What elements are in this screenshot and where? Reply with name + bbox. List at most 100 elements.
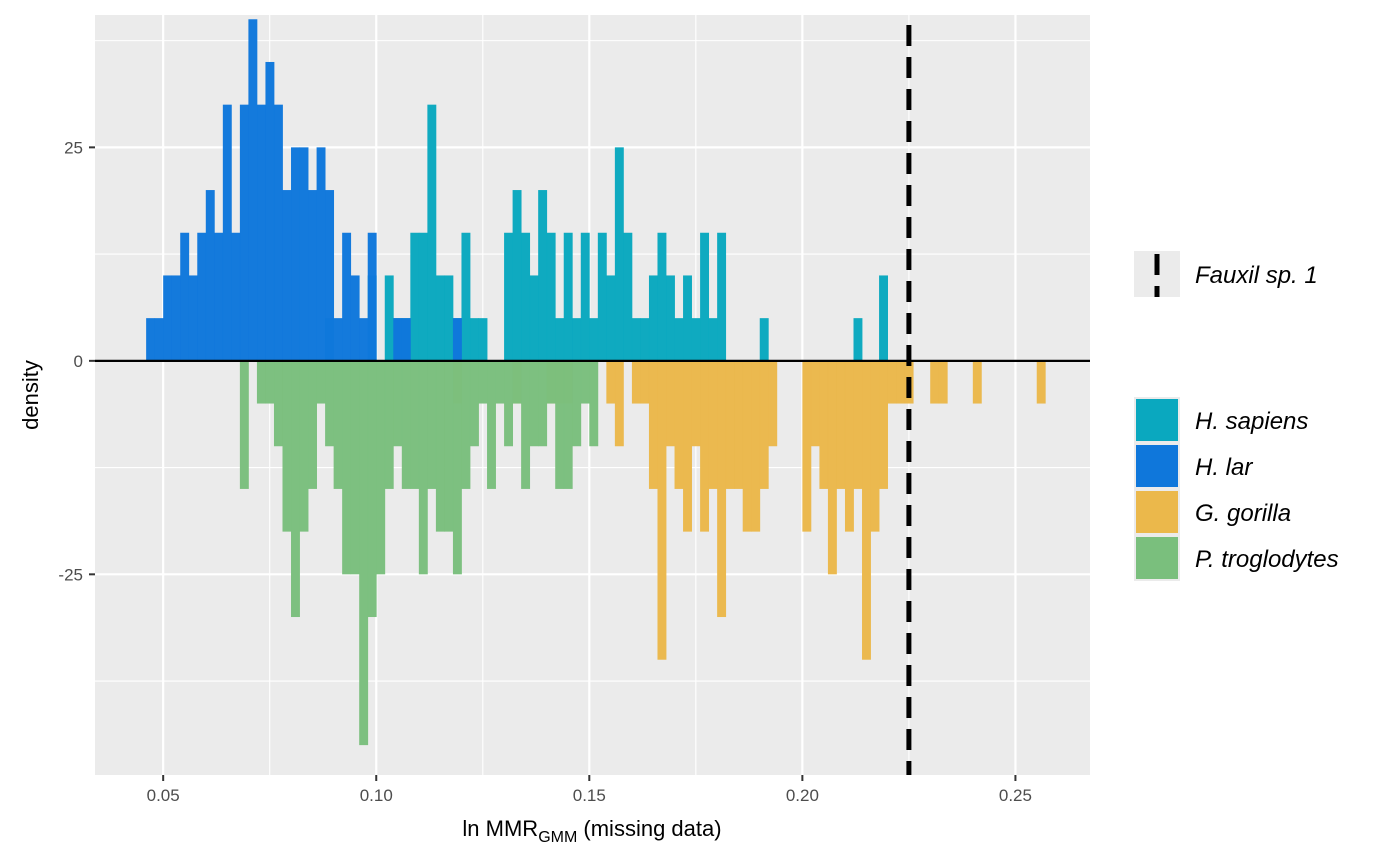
bar-h-sapiens [521,232,531,361]
bar-h-lar [359,318,369,361]
bar-p-troglodytes [367,360,377,618]
bar-g-gorilla [751,360,761,532]
y-tick-label: 25 [64,138,83,157]
bar-h-lar [180,232,190,361]
bar-g-gorilla [819,360,829,489]
bar-h-sapiens [572,318,582,361]
bar-h-sapiens [418,232,428,361]
bar-h-lar [299,147,309,361]
bar-h-sapiens [555,318,565,361]
bar-h-lar [452,318,462,361]
y-tick-label: -25 [58,565,83,584]
legend-label: P. troglodytes [1195,546,1339,573]
x-tick-label: 0.05 [147,786,180,805]
bar-p-troglodytes [478,360,488,404]
bar-g-gorilla [691,360,701,447]
bar-g-gorilla [972,360,982,404]
bar-h-lar [154,318,164,361]
bar-h-lar [222,104,232,361]
bar-p-troglodytes [376,360,386,575]
bar-h-sapiens [631,318,641,361]
bar-p-troglodytes [495,360,505,404]
bar-g-gorilla [836,360,846,489]
legend-label: G. gorilla [1195,500,1291,527]
bar-g-gorilla [768,360,778,447]
bar-h-sapiens [640,318,650,361]
bar-g-gorilla [879,360,888,489]
bar-p-troglodytes [589,360,599,447]
bar-g-gorilla [802,360,812,532]
x-axis-title-subscript: GMM [538,829,577,846]
bar-p-troglodytes [487,360,496,489]
x-tick-label: 0.15 [573,786,606,805]
bar-h-lar [273,104,283,361]
bar-h-sapiens [879,275,888,361]
bar-p-troglodytes [418,360,428,575]
bar-h-sapiens [666,275,675,361]
bar-p-troglodytes [256,360,266,404]
bar-g-gorilla [1036,360,1046,404]
bar-g-gorilla [614,360,624,447]
x-axis-title: ln MMRGMM (missing data) [462,816,721,846]
bar-h-sapiens [478,318,488,361]
bar-h-lar [256,104,266,361]
bar-h-lar [393,318,403,361]
x-tick-label: 0.25 [999,786,1032,805]
bar-g-gorilla [844,360,854,532]
bar-g-gorilla [938,360,948,404]
bar-h-sapiens [614,147,624,361]
bar-g-gorilla [674,360,684,489]
bar-g-gorilla [810,360,820,447]
x-tick-label: 0.20 [786,786,819,805]
bar-h-sapiens [538,190,548,361]
x-axis: 0.05 0.10 0.15 0.20 0.25 [147,775,1032,805]
bar-h-sapiens [700,232,710,361]
bar-p-troglodytes [435,360,445,532]
bar-p-troglodytes [529,360,539,447]
series-h-lar [146,19,462,361]
bar-g-gorilla [853,360,863,489]
bar-p-troglodytes [563,360,573,489]
legend-label-reference: Fauxil sp. 1 [1195,262,1318,289]
bar-g-gorilla [631,360,641,404]
bar-h-sapiens [717,232,727,361]
bar-h-lar [367,232,377,361]
bar-h-lar [308,190,317,361]
bar-h-sapiens [546,232,556,361]
bar-g-gorilla [862,360,871,660]
bar-h-sapiens [683,275,692,361]
bar-g-gorilla [657,360,667,660]
bar-g-gorilla [887,360,897,404]
bar-h-lar [197,232,207,361]
bar-g-gorilla [742,360,752,532]
bar-h-sapiens [853,318,863,361]
bar-h-lar [248,19,258,361]
bar-h-sapiens [512,190,522,361]
bar-p-troglodytes [316,360,326,404]
series-h-sapiens [325,104,888,361]
bar-h-lar [325,190,335,361]
bar-p-troglodytes [308,360,317,489]
legend-key-swatch [1136,537,1178,579]
bar-p-troglodytes [410,360,420,489]
legend-reference-line: Fauxil sp. 1 [1134,251,1318,297]
bar-g-gorilla [759,360,769,489]
bar-p-troglodytes [469,360,479,447]
bar-p-troglodytes [333,360,343,489]
bar-g-gorilla [827,360,837,575]
bar-g-gorilla [725,360,735,489]
bar-h-lar [282,190,292,361]
bar-p-troglodytes [452,360,462,575]
histogram-bars [146,19,1046,746]
bar-g-gorilla [640,360,650,404]
y-tick-label: 0 [74,352,83,371]
bar-p-troglodytes [325,360,335,447]
bar-h-sapiens [435,275,445,361]
bar-g-gorilla [683,360,692,532]
bar-h-sapiens [606,275,616,361]
bar-p-troglodytes [444,360,454,532]
bar-h-lar [188,275,198,361]
bar-p-troglodytes [239,360,249,489]
bar-g-gorilla [734,360,744,489]
